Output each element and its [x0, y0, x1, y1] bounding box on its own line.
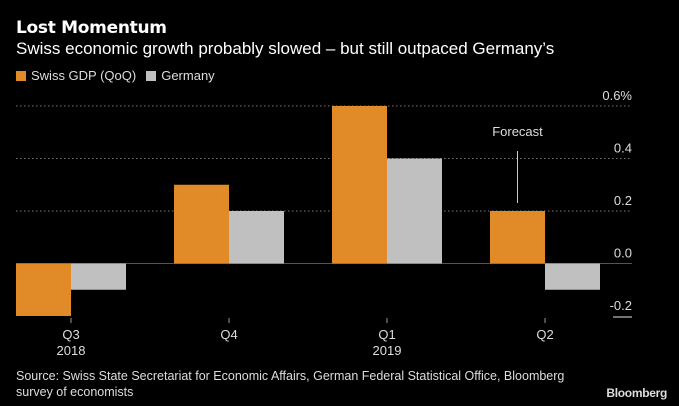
legend-label-germany: Germany — [161, 68, 215, 83]
annotation-forecast: Forecast — [492, 124, 543, 139]
bar-swiss-q4 — [174, 184, 229, 264]
bar-swiss-q1 — [332, 106, 387, 264]
x-tick-label: Q3 — [62, 327, 79, 342]
source-note: Source: Swiss State Secretariat for Econ… — [16, 369, 565, 399]
x-tick-label: Q2 — [536, 327, 553, 342]
legend: Swiss GDP (QoQ) Germany — [16, 68, 225, 83]
y-tick-label: -0.2 — [610, 298, 632, 313]
chart-subtitle: Swiss economic growth probably slowed – … — [16, 39, 555, 58]
y-tick-label: 0.0 — [614, 246, 632, 261]
y-tick-label: 0.2 — [614, 193, 632, 208]
chart-title: Lost Momentum — [16, 18, 167, 38]
x-year-label: 2018 — [57, 343, 86, 358]
bloomberg-logo: Bloomberg — [606, 386, 667, 400]
bar-germany-q1 — [387, 158, 442, 264]
x-tick-label: Q1 — [378, 327, 395, 342]
bar-germany-q4 — [229, 211, 284, 264]
legend-swatch-swiss — [16, 70, 26, 81]
x-tick-label: Q4 — [220, 327, 237, 342]
x-year-label: 2019 — [373, 343, 402, 358]
legend-swatch-germany — [146, 70, 157, 81]
bar-swiss-q2 — [490, 211, 545, 264]
legend-item-swiss: Swiss GDP (QoQ) — [16, 68, 136, 83]
legend-item-germany: Germany — [146, 68, 215, 83]
bar-germany-q2 — [545, 263, 600, 290]
y-tick-label: 0.4 — [614, 141, 632, 156]
legend-label-swiss: Swiss GDP (QoQ) — [31, 68, 137, 83]
y-tick-label: 0.6% — [602, 88, 632, 103]
bar-swiss-q3 — [16, 263, 71, 316]
bar-germany-q3 — [71, 263, 126, 290]
